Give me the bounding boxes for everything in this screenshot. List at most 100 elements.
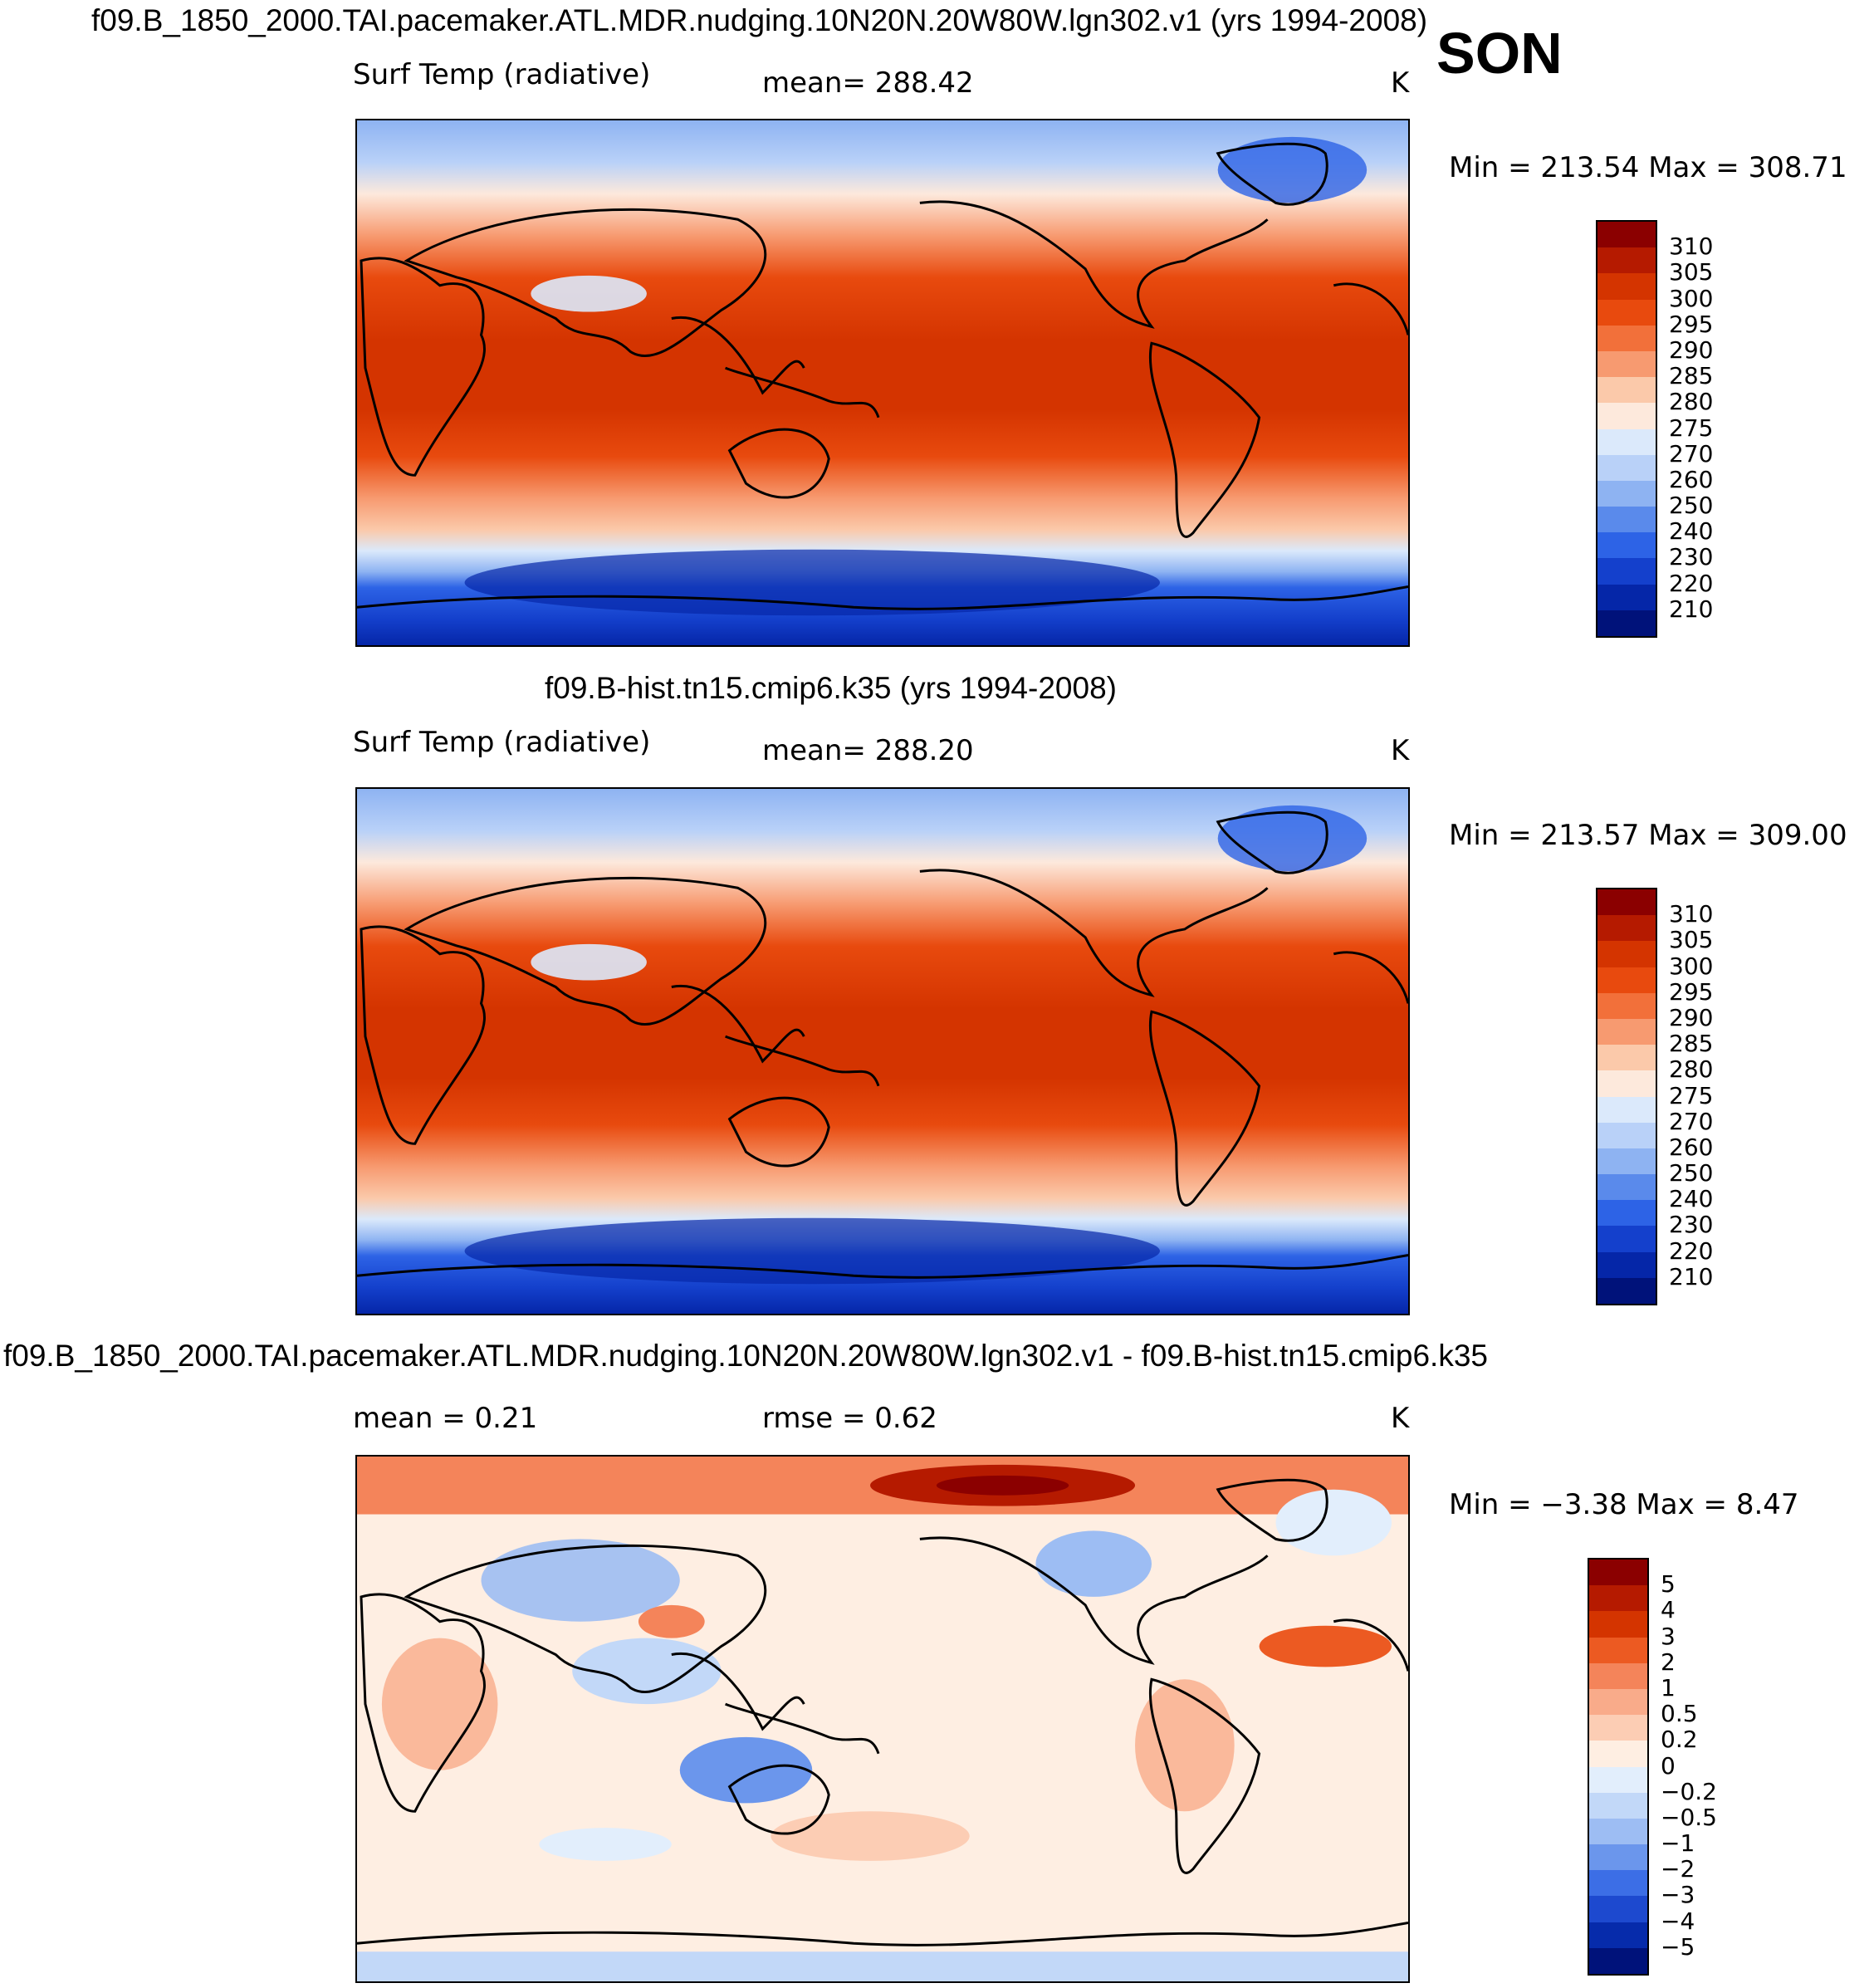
colorbar-swatch bbox=[1597, 558, 1656, 585]
colorbar-swatch bbox=[1597, 992, 1656, 1020]
colorbar-swatch bbox=[1589, 1766, 1647, 1794]
panel2-map bbox=[355, 787, 1410, 1315]
colorbar-swatch bbox=[1597, 1018, 1656, 1046]
colorbar-tick-label: 310 bbox=[1669, 900, 1714, 928]
colorbar-tick-label: 240 bbox=[1669, 517, 1714, 546]
colorbar-tick-label: 275 bbox=[1669, 414, 1714, 442]
panel2-title: f09.B-hist.tn15.cmip6.k35 (yrs 1994-2008… bbox=[545, 671, 1117, 705]
colorbar-swatch bbox=[1597, 1251, 1656, 1279]
colorbar-swatch bbox=[1597, 532, 1656, 560]
colorbar-tick-label: −3 bbox=[1661, 1881, 1695, 1909]
colorbar-swatch bbox=[1597, 610, 1656, 636]
colorbar-swatch bbox=[1589, 1792, 1647, 1819]
colorbar-swatch bbox=[1589, 1896, 1647, 1923]
colorbar-swatch bbox=[1597, 915, 1656, 943]
colorbar-swatch bbox=[1597, 428, 1656, 456]
colorbar-tick-label: 300 bbox=[1669, 284, 1714, 312]
colorbar-tick-label: 260 bbox=[1669, 465, 1714, 493]
colorbar-swatch bbox=[1597, 222, 1656, 249]
colorbar-tick-label: 220 bbox=[1669, 1236, 1714, 1265]
colorbar-swatch bbox=[1597, 967, 1656, 994]
panel1-map-graphic bbox=[357, 120, 1408, 645]
colorbar-swatch bbox=[1597, 1226, 1656, 1253]
colorbar-swatch bbox=[1589, 1818, 1647, 1846]
colorbar-tick-label: 210 bbox=[1669, 595, 1714, 623]
panel3-rmse: rmse = 0.62 bbox=[762, 1402, 937, 1435]
colorbar-tick-label: 280 bbox=[1669, 1055, 1714, 1084]
panel2-minmax: Min = 213.57 Max = 309.00 bbox=[1449, 819, 1847, 852]
colorbar-swatch bbox=[1597, 480, 1656, 508]
colorbar-tick-label: 0.5 bbox=[1661, 1700, 1698, 1728]
colorbar-tick-label: −0.5 bbox=[1661, 1803, 1717, 1831]
colorbar-swatch bbox=[1597, 584, 1656, 611]
colorbar-swatch bbox=[1597, 1148, 1656, 1176]
colorbar-swatch bbox=[1597, 889, 1656, 917]
colorbar-swatch bbox=[1589, 1585, 1647, 1613]
colorbar-tick-label: 270 bbox=[1669, 1107, 1714, 1135]
colorbar-tick-label: 290 bbox=[1669, 335, 1714, 364]
colorbar-swatch bbox=[1589, 1662, 1647, 1690]
colorbar-tick-label: 2 bbox=[1661, 1648, 1676, 1676]
colorbar-tick-label: 1 bbox=[1661, 1673, 1676, 1702]
colorbar-tick-label: 210 bbox=[1669, 1262, 1714, 1290]
colorbar-swatch bbox=[1597, 299, 1656, 326]
panel2-mean: mean= 288.20 bbox=[762, 734, 974, 767]
colorbar-swatch bbox=[1597, 325, 1656, 352]
colorbar-swatch bbox=[1597, 247, 1656, 275]
colorbar-tick-label: 280 bbox=[1669, 388, 1714, 416]
panel1-colorbar bbox=[1596, 220, 1657, 638]
panel3-coastlines bbox=[357, 1478, 1408, 1946]
colorbar-swatch bbox=[1589, 1741, 1647, 1768]
colorbar-swatch bbox=[1589, 1560, 1647, 1587]
panel2-map-graphic bbox=[357, 789, 1408, 1314]
colorbar-tick-label: −1 bbox=[1661, 1829, 1695, 1858]
colorbar-tick-label: 5 bbox=[1661, 1570, 1676, 1599]
season-label: SON bbox=[1436, 21, 1563, 86]
colorbar-swatch bbox=[1589, 1688, 1647, 1716]
panel2-units: K bbox=[1391, 734, 1410, 767]
panel3-units: K bbox=[1391, 1402, 1410, 1435]
colorbar-tick-label: 230 bbox=[1669, 1211, 1714, 1239]
colorbar-swatch bbox=[1597, 1070, 1656, 1098]
panel1-title: f09.B_1850_2000.TAI.pacemaker.ATL.MDR.nu… bbox=[91, 3, 1428, 37]
colorbar-swatch bbox=[1589, 1922, 1647, 1949]
colorbar-swatch bbox=[1597, 1277, 1656, 1304]
colorbar-tick-label: 230 bbox=[1669, 543, 1714, 571]
colorbar-swatch bbox=[1597, 1122, 1656, 1149]
colorbar-tick-label: 240 bbox=[1669, 1185, 1714, 1213]
colorbar-tick-label: 285 bbox=[1669, 362, 1714, 390]
colorbar-tick-label: 250 bbox=[1669, 492, 1714, 520]
colorbar-swatch bbox=[1597, 941, 1656, 968]
colorbar-tick-label: 250 bbox=[1669, 1159, 1714, 1187]
panel2-variable: Surf Temp (radiative) bbox=[353, 726, 651, 759]
colorbar-swatch bbox=[1589, 1715, 1647, 1742]
panel3-colorbar bbox=[1588, 1558, 1649, 1976]
colorbar-swatch bbox=[1597, 273, 1656, 301]
panel1-coastlines bbox=[357, 142, 1408, 610]
colorbar-tick-label: 310 bbox=[1669, 233, 1714, 261]
colorbar-tick-label: 3 bbox=[1661, 1622, 1676, 1650]
colorbar-tick-label: 275 bbox=[1669, 1081, 1714, 1109]
colorbar-swatch bbox=[1597, 403, 1656, 430]
colorbar-tick-label: 220 bbox=[1669, 569, 1714, 597]
colorbar-tick-label: −2 bbox=[1661, 1855, 1695, 1883]
colorbar-swatch bbox=[1589, 1611, 1647, 1638]
colorbar-swatch bbox=[1597, 1096, 1656, 1124]
colorbar-tick-label: 295 bbox=[1669, 977, 1714, 1006]
panel3-minmax: Min = −3.38 Max = 8.47 bbox=[1449, 1488, 1799, 1521]
colorbar-tick-label: 0 bbox=[1661, 1751, 1676, 1780]
panel1-map bbox=[355, 119, 1410, 647]
colorbar-tick-label: 305 bbox=[1669, 926, 1714, 954]
colorbar-swatch bbox=[1589, 1947, 1647, 1974]
panel2-colorbar bbox=[1596, 888, 1657, 1305]
colorbar-tick-label: 285 bbox=[1669, 1030, 1714, 1058]
colorbar-swatch bbox=[1597, 1174, 1656, 1202]
colorbar-tick-label: 0.2 bbox=[1661, 1726, 1698, 1754]
colorbar-swatch bbox=[1597, 1200, 1656, 1227]
panel3-map-graphic bbox=[357, 1457, 1408, 1981]
colorbar-tick-label: 295 bbox=[1669, 310, 1714, 338]
colorbar-swatch bbox=[1597, 507, 1656, 534]
colorbar-swatch bbox=[1589, 1637, 1647, 1664]
colorbar-tick-label: −4 bbox=[1661, 1907, 1695, 1935]
colorbar-tick-label: 260 bbox=[1669, 1133, 1714, 1161]
